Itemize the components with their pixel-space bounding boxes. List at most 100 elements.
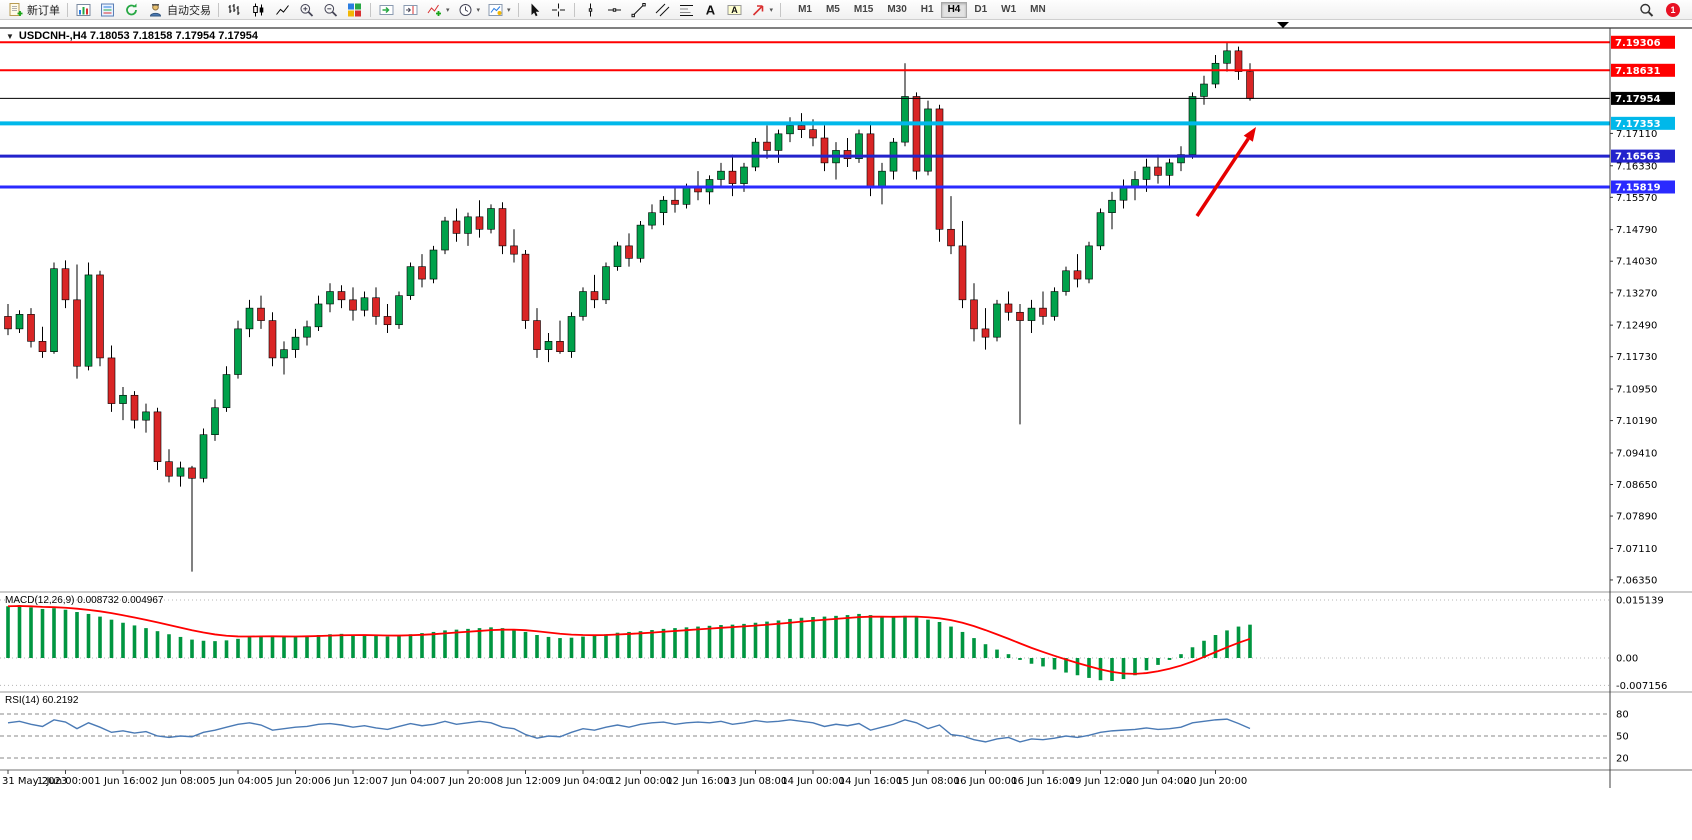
chart-shift-button[interactable] [399,1,422,19]
fibonacci-button[interactable] [675,1,698,19]
rsi-line [8,719,1250,742]
zoom-in-button[interactable] [295,1,318,19]
periods-button[interactable]: ▾ [454,1,484,19]
arrow-objects-button[interactable]: ▾ [747,1,777,19]
toolbar-separator [780,3,781,17]
price-axis-label: 7.06350 [1616,575,1657,586]
market-watch-button[interactable] [96,1,119,19]
price-line-badge-value: 7.17954 [1615,94,1661,105]
price-axis-label: 7.12490 [1616,321,1657,332]
chart-area[interactable]: 31 May 20231 Jun 00:001 Jun 16:002 Jun 0… [0,20,1692,840]
notification-badge[interactable]: 1 [1666,3,1680,17]
horizontal-price-lines[interactable] [0,42,1610,187]
chart-plot[interactable]: 31 May 20231 Jun 00:001 Jun 16:002 Jun 0… [0,20,1692,840]
macd-axis-label: -0.007156 [1616,681,1667,692]
price-scale[interactable]: 7.17110 7.16330 7.15570 7.14790 7.14030 7.132… [1610,36,1675,765]
price-axis-label: 7.15570 [1616,193,1657,204]
price-axis-label: 7.08650 [1616,480,1657,491]
price-line-badge-value: 7.15819 [1615,182,1661,193]
time-axis-label: 5 Jun 04:00 [209,776,266,787]
time-axis-label: 20 Jun 20:00 [1184,776,1248,787]
price-line-badge-value: 7.16563 [1615,152,1661,163]
trendline-icon [630,2,647,18]
time-axis-label: 1 Jun 16:00 [94,776,151,787]
rsi-axis-label: 20 [1616,754,1629,765]
text-label-button[interactable]: A [723,1,746,19]
trendline-button[interactable] [627,1,650,19]
line-chart-icon [274,2,291,18]
templates-button[interactable]: ▾ [484,1,514,19]
channel-button[interactable] [651,1,674,19]
periods-icon [457,2,474,18]
horizontal-line-button[interactable] [603,1,626,19]
bar-chart-button[interactable] [223,1,246,19]
charts-button[interactable] [72,1,95,19]
chart-symbol-title: ▼ USDCNH-,H4 7.18053 7.18158 7.17954 7.1… [6,30,258,42]
price-axis-label: 7.14790 [1616,225,1657,236]
zoom-out-icon [322,2,339,18]
time-axis-label: 19 Jun 12:00 [1069,776,1133,787]
arrow-annotation[interactable] [1197,127,1256,216]
arrow-objects-icon [750,2,767,18]
zoom-out-button[interactable] [319,1,342,19]
time-axis-label: 12 Jun 16:00 [666,776,730,787]
scroll-position-marker [1277,22,1289,28]
new-order-button[interactable]: 新订单 [4,1,63,19]
price-axis-label: 7.14030 [1616,257,1657,268]
vertical-line-button[interactable] [579,1,602,19]
svg-text:A: A [705,2,715,17]
timeframe-button-m5[interactable]: M5 [819,2,847,18]
timeframe-button-mn[interactable]: MN [1023,2,1053,18]
time-axis-label: 9 Jun 04:00 [554,776,611,787]
symbol-dropdown-icon[interactable]: ▼ [6,32,14,41]
indicators-button[interactable]: ▾ [423,1,453,19]
time-axis-label: 2 Jun 08:00 [152,776,209,787]
cursor-button[interactable] [523,1,546,19]
timeframe-button-m15[interactable]: M15 [847,2,880,18]
price-line-badge-value: 7.17353 [1615,119,1661,130]
dropdown-caret-icon[interactable]: ▾ [770,6,774,14]
timeframe-button-d1[interactable]: D1 [967,2,994,18]
refresh-button[interactable] [120,1,143,19]
macd-indicator-label: MACD(12,26,9) 0.008732 0.004967 [5,595,163,606]
timeframe-button-m30[interactable]: M30 [880,2,913,18]
auto-scroll-button[interactable] [375,1,398,19]
price-axis-label: 7.17110 [1616,129,1657,140]
text-button[interactable]: A [699,1,722,19]
search-icon [1638,2,1655,18]
autotrading-label: 自动交易 [167,2,211,18]
crosshair-button[interactable] [547,1,570,19]
main-toolbar: 新订单 自动交易 ▾ ▾ ▾ A A ▾ M1M5M15M30H1H4D1W1M… [0,0,1692,20]
toolbar-separator [218,3,219,17]
dropdown-caret-icon[interactable]: ▾ [477,6,481,14]
price-axis-label: 7.07890 [1616,512,1657,523]
time-axis-label: 15 Jun 08:00 [896,776,960,787]
toolbar-separator [574,3,575,17]
line-chart-button[interactable] [271,1,294,19]
indicators-icon [426,2,443,18]
autotrading-button[interactable]: 自动交易 [144,1,214,19]
tile-windows-button[interactable] [343,1,366,19]
price-axis-label: 7.16330 [1616,161,1657,172]
macd-axis-label: 0.00 [1616,654,1638,665]
dropdown-caret-icon[interactable]: ▾ [507,6,511,14]
timeframe-button-h4[interactable]: H4 [941,2,968,18]
new-order-label: 新订单 [27,2,60,18]
timeframe-button-h1[interactable]: H1 [914,2,941,18]
search-button[interactable] [1635,1,1658,19]
price-axis-label: 7.13270 [1616,288,1657,299]
templates-icon [487,2,504,18]
autotrading-icon [147,2,164,18]
time-axis[interactable]: 31 May 20231 Jun 00:001 Jun 16:002 Jun 0… [2,770,1247,787]
time-axis-label: 6 Jun 12:00 [324,776,381,787]
time-axis-label: 16 Jun 16:00 [1011,776,1075,787]
time-axis-label: 13 Jun 08:00 [724,776,788,787]
timeframe-button-w1[interactable]: W1 [994,2,1023,18]
timeframe-button-m1[interactable]: M1 [791,2,819,18]
candlestick-chart-button[interactable] [247,1,270,19]
text-label-icon: A [726,2,743,18]
dropdown-caret-icon[interactable]: ▾ [446,6,450,14]
time-axis-label: 20 Jun 04:00 [1126,776,1190,787]
rsi-axis-label: 50 [1616,732,1629,743]
time-axis-label: 12 Jun 00:00 [609,776,673,787]
